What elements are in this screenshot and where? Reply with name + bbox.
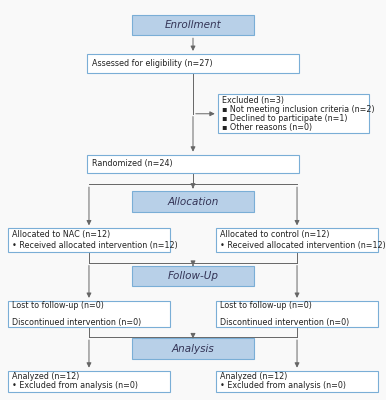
Text: Enrollment: Enrollment	[164, 20, 222, 30]
Text: • Excluded from analysis (n=0): • Excluded from analysis (n=0)	[12, 382, 138, 390]
Text: ▪ Declined to participate (n=1): ▪ Declined to participate (n=1)	[222, 114, 348, 123]
FancyBboxPatch shape	[87, 54, 299, 73]
Text: ▪ Not meeting inclusion criteria (n=2): ▪ Not meeting inclusion criteria (n=2)	[222, 105, 375, 114]
FancyBboxPatch shape	[132, 266, 254, 286]
FancyBboxPatch shape	[216, 370, 378, 392]
Text: Lost to follow-up (n=0): Lost to follow-up (n=0)	[12, 302, 104, 310]
Text: Analyzed (n=12): Analyzed (n=12)	[12, 372, 80, 381]
Text: Lost to follow-up (n=0): Lost to follow-up (n=0)	[220, 302, 312, 310]
FancyBboxPatch shape	[218, 94, 369, 133]
Text: Allocated to control (n=12): Allocated to control (n=12)	[220, 230, 330, 239]
FancyBboxPatch shape	[8, 228, 170, 252]
FancyBboxPatch shape	[87, 154, 299, 173]
Text: • Received allocated intervention (n=12): • Received allocated intervention (n=12)	[12, 240, 178, 250]
Text: Allocation: Allocation	[167, 196, 219, 206]
FancyBboxPatch shape	[8, 301, 170, 327]
FancyBboxPatch shape	[8, 370, 170, 392]
Text: Excluded (n=3): Excluded (n=3)	[222, 96, 284, 104]
Text: ▪ Other reasons (n=0): ▪ Other reasons (n=0)	[222, 123, 312, 132]
FancyBboxPatch shape	[132, 15, 254, 35]
Text: • Excluded from analysis (n=0): • Excluded from analysis (n=0)	[220, 382, 346, 390]
Text: Analyzed (n=12): Analyzed (n=12)	[220, 372, 288, 381]
FancyBboxPatch shape	[216, 228, 378, 252]
Text: • Received allocated intervention (n=12): • Received allocated intervention (n=12)	[220, 240, 386, 250]
FancyBboxPatch shape	[132, 191, 254, 212]
Text: Randomized (n=24): Randomized (n=24)	[91, 160, 172, 168]
Text: Follow-Up: Follow-Up	[168, 271, 218, 281]
Text: Analysis: Analysis	[172, 344, 214, 354]
Text: Assessed for eligibility (n=27): Assessed for eligibility (n=27)	[91, 59, 212, 68]
Text: Discontinued intervention (n=0): Discontinued intervention (n=0)	[220, 318, 349, 327]
FancyBboxPatch shape	[132, 338, 254, 359]
Text: Allocated to NAC (n=12): Allocated to NAC (n=12)	[12, 230, 110, 239]
Text: Discontinued intervention (n=0): Discontinued intervention (n=0)	[12, 318, 141, 327]
FancyBboxPatch shape	[216, 301, 378, 327]
